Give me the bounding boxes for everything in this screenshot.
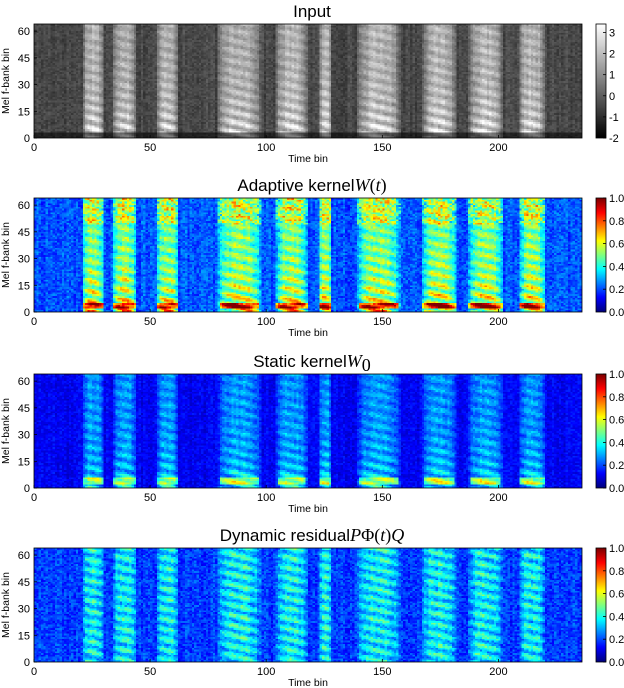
y-tick-label: 60 [18, 26, 30, 38]
colorbar-tick-label: 2 [609, 49, 615, 61]
colorbar-tick-label: 0.2 [609, 460, 624, 472]
colorbar-frame [595, 547, 607, 663]
x-tick-label: 0 [31, 316, 37, 328]
heatmap-panel-2: Adaptive kernelW(t) 0 50 100 150 200 0 15 30 45 60… [0, 175, 624, 339]
colorbar-tick-label: 0.8 [609, 392, 624, 404]
y-tick-label: 0 [24, 483, 30, 495]
colorbar-tick-label: 0.4 [609, 437, 624, 449]
x-tick-label: 150 [373, 666, 391, 678]
colorbar-tick-label: 1 [609, 70, 615, 82]
y-tick-label: 15 [18, 456, 30, 468]
x-tick-label: 200 [489, 142, 507, 154]
y-tick-label: 30 [18, 430, 30, 442]
y-tick-label: 30 [18, 254, 30, 266]
colorbar-frame [595, 197, 607, 313]
x-axis-label: Time bin [288, 503, 328, 515]
x-tick-label: 0 [31, 142, 37, 154]
heatmap-image [34, 198, 582, 312]
panel-title: Static kernelW0 [253, 351, 371, 375]
x-tick-label: 100 [257, 492, 275, 504]
colorbar [596, 548, 606, 662]
heatmap-image [34, 548, 582, 662]
x-tick-label: 0 [31, 666, 37, 678]
colorbar-tick-label: 1.0 [609, 369, 624, 381]
y-axis-label: Mel f-bank bin [0, 572, 12, 638]
x-tick-label: 200 [489, 666, 507, 678]
y-tick-label: 60 [18, 200, 30, 212]
y-tick-label: 60 [18, 376, 30, 388]
colorbar-tick-label: 0.6 [609, 239, 624, 251]
y-tick-label: 45 [18, 577, 30, 589]
colorbar-tick-label: 0.6 [609, 589, 624, 601]
colorbar-frame [595, 23, 607, 139]
panel-title: Dynamic residualPΦ(t)Q [220, 525, 405, 546]
plot-frame [33, 197, 583, 313]
x-tick-label: 100 [257, 666, 275, 678]
colorbar-tick-label: 0 [609, 91, 615, 103]
colorbar-tick-label: -2 [609, 133, 619, 145]
x-tick-label: 200 [489, 316, 507, 328]
x-tick-label: 200 [489, 492, 507, 504]
y-tick-label: 30 [18, 80, 30, 92]
colorbar-tick-label: 1.0 [609, 543, 624, 555]
colorbar-tick-label: 0.0 [609, 483, 624, 495]
colorbar-tick-label: 0.0 [609, 657, 624, 669]
y-tick-label: 0 [24, 657, 30, 669]
x-tick-label: 50 [144, 316, 156, 328]
y-tick-label: 60 [18, 550, 30, 562]
x-tick-label: 0 [31, 492, 37, 504]
x-axis-label: Time bin [288, 677, 328, 688]
y-tick-label: 0 [24, 307, 30, 319]
x-tick-label: 100 [257, 316, 275, 328]
heatmap-panel-3: Static kernelW0 0 50 100 150 200 0 15 30 45 60 Time… [0, 351, 624, 515]
colorbar-tick-label: 0.8 [609, 216, 624, 228]
colorbar-tick-label: 0.4 [609, 261, 624, 273]
y-tick-label: 15 [18, 630, 30, 642]
y-tick-label: 45 [18, 403, 30, 415]
panel-title: Adaptive kernelW(t) [237, 175, 386, 196]
x-axis-label: Time bin [288, 327, 328, 339]
y-axis-label: Mel f-bank bin [0, 222, 12, 288]
x-tick-label: 50 [144, 142, 156, 154]
y-tick-label: 45 [18, 53, 30, 65]
x-axis-label: Time bin [288, 153, 328, 165]
y-axis-label: Mel f-bank bin [0, 398, 12, 464]
colorbar-tick-label: -1 [609, 112, 619, 124]
x-tick-label: 50 [144, 666, 156, 678]
x-tick-label: 150 [373, 142, 391, 154]
colorbar-tick-label: 0.8 [609, 566, 624, 578]
colorbar-tick-label: 1.0 [609, 193, 624, 205]
colorbar [596, 24, 606, 138]
colorbar-tick-label: 0.2 [609, 634, 624, 646]
colorbar-tick-label: 0.0 [609, 307, 624, 319]
panel-title: Input [293, 2, 331, 21]
heatmap-image [34, 374, 582, 488]
colorbar-frame [595, 373, 607, 489]
x-tick-label: 50 [144, 492, 156, 504]
y-tick-label: 15 [18, 280, 30, 292]
plot-frame [33, 373, 583, 489]
x-tick-label: 100 [257, 142, 275, 154]
y-tick-label: 45 [18, 227, 30, 239]
colorbar-tick-label: 0.6 [609, 415, 624, 427]
heatmap-panel-4: Dynamic residualPΦ(t)Q 0 50 100 150 200 0 15 30 4… [0, 525, 624, 688]
plot-frame [33, 547, 583, 663]
y-tick-label: 30 [18, 604, 30, 616]
colorbar-tick-label: 3 [609, 27, 615, 39]
plot-frame [33, 23, 583, 139]
x-tick-label: 150 [373, 316, 391, 328]
y-axis-label: Mel f-bank bin [0, 48, 12, 114]
y-tick-label: 15 [18, 106, 30, 118]
colorbar [596, 374, 606, 488]
colorbar-tick-label: 0.4 [609, 611, 624, 623]
heatmap-image [34, 24, 582, 138]
y-tick-label: 0 [24, 133, 30, 145]
colorbar-tick-label: 0.2 [609, 284, 624, 296]
x-tick-label: 150 [373, 492, 391, 504]
colorbar [596, 198, 606, 312]
